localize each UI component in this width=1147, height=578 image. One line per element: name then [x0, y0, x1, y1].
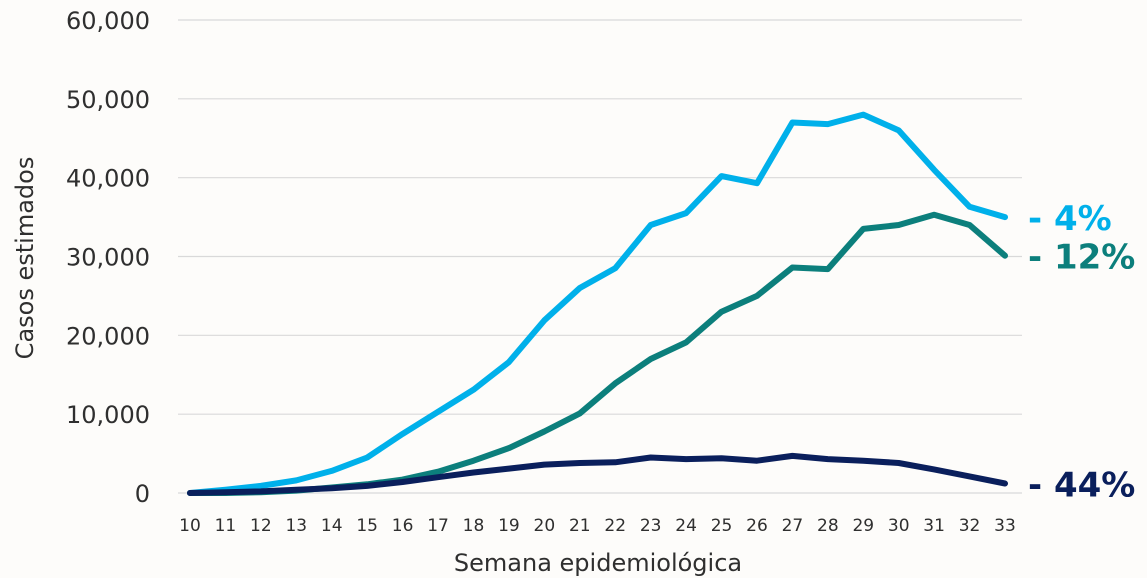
gridlines [178, 19, 1022, 494]
x-axis-ticks: 10 11 12 13 14 15 16 17 18 19 20 21 22 23 24 25 26 27 28 29… [179, 516, 1016, 536]
x-tick-label: 10 [179, 516, 201, 536]
x-tick-label: 30 [888, 516, 910, 536]
x-tick-label: 15 [356, 516, 378, 536]
x-tick-label: 28 [817, 516, 839, 536]
x-tick-label: 31 [923, 516, 945, 536]
y-tick-label: 40,000 [66, 165, 150, 193]
x-tick-label: 16 [392, 516, 414, 536]
x-tick-label: 25 [711, 516, 733, 536]
x-tick-label: 27 [782, 516, 804, 536]
x-axis-title: Semana epidemiológica [454, 549, 742, 577]
y-tick-label: 60,000 [66, 7, 150, 35]
series-line-3 [187, 452, 1008, 496]
x-tick-label: 22 [604, 516, 626, 536]
x-tick-label: 18 [463, 516, 485, 536]
y-tick-label: 30,000 [66, 244, 150, 272]
series-end-label-3: - 44% [1028, 466, 1135, 506]
x-tick-label: 12 [250, 516, 272, 536]
y-axis-title: Casos estimados [11, 157, 39, 360]
x-tick-label: 32 [959, 516, 981, 536]
x-tick-label: 13 [285, 516, 307, 536]
series-lines [187, 111, 1008, 496]
x-tick-label: 20 [534, 516, 556, 536]
x-tick-label: 29 [852, 516, 874, 536]
x-tick-label: 17 [427, 516, 449, 536]
x-tick-label: 33 [994, 516, 1016, 536]
x-tick-label: 14 [321, 516, 343, 536]
x-tick-label: 19 [498, 516, 520, 536]
x-tick-label: 11 [215, 516, 237, 536]
y-tick-label: 20,000 [66, 322, 150, 350]
series-end-label-1: - 4% [1028, 199, 1112, 239]
x-tick-label: 26 [746, 516, 768, 536]
x-tick-label: 23 [640, 516, 662, 536]
series-end-label-2: - 12% [1028, 238, 1135, 278]
series-end-labels: - 4%- 12% - 44% [1028, 199, 1135, 505]
y-tick-label: 50,000 [66, 86, 150, 114]
x-tick-label: 24 [675, 516, 697, 536]
x-tick-label: 21 [569, 516, 591, 536]
y-tick-label: 0 [135, 480, 150, 508]
y-tick-label: 10,000 [66, 401, 150, 429]
y-axis-ticks: 0 10,000 20,000 30,000 40,000 50,000 60,000 [66, 7, 150, 508]
series-line-1 [187, 111, 1008, 496]
